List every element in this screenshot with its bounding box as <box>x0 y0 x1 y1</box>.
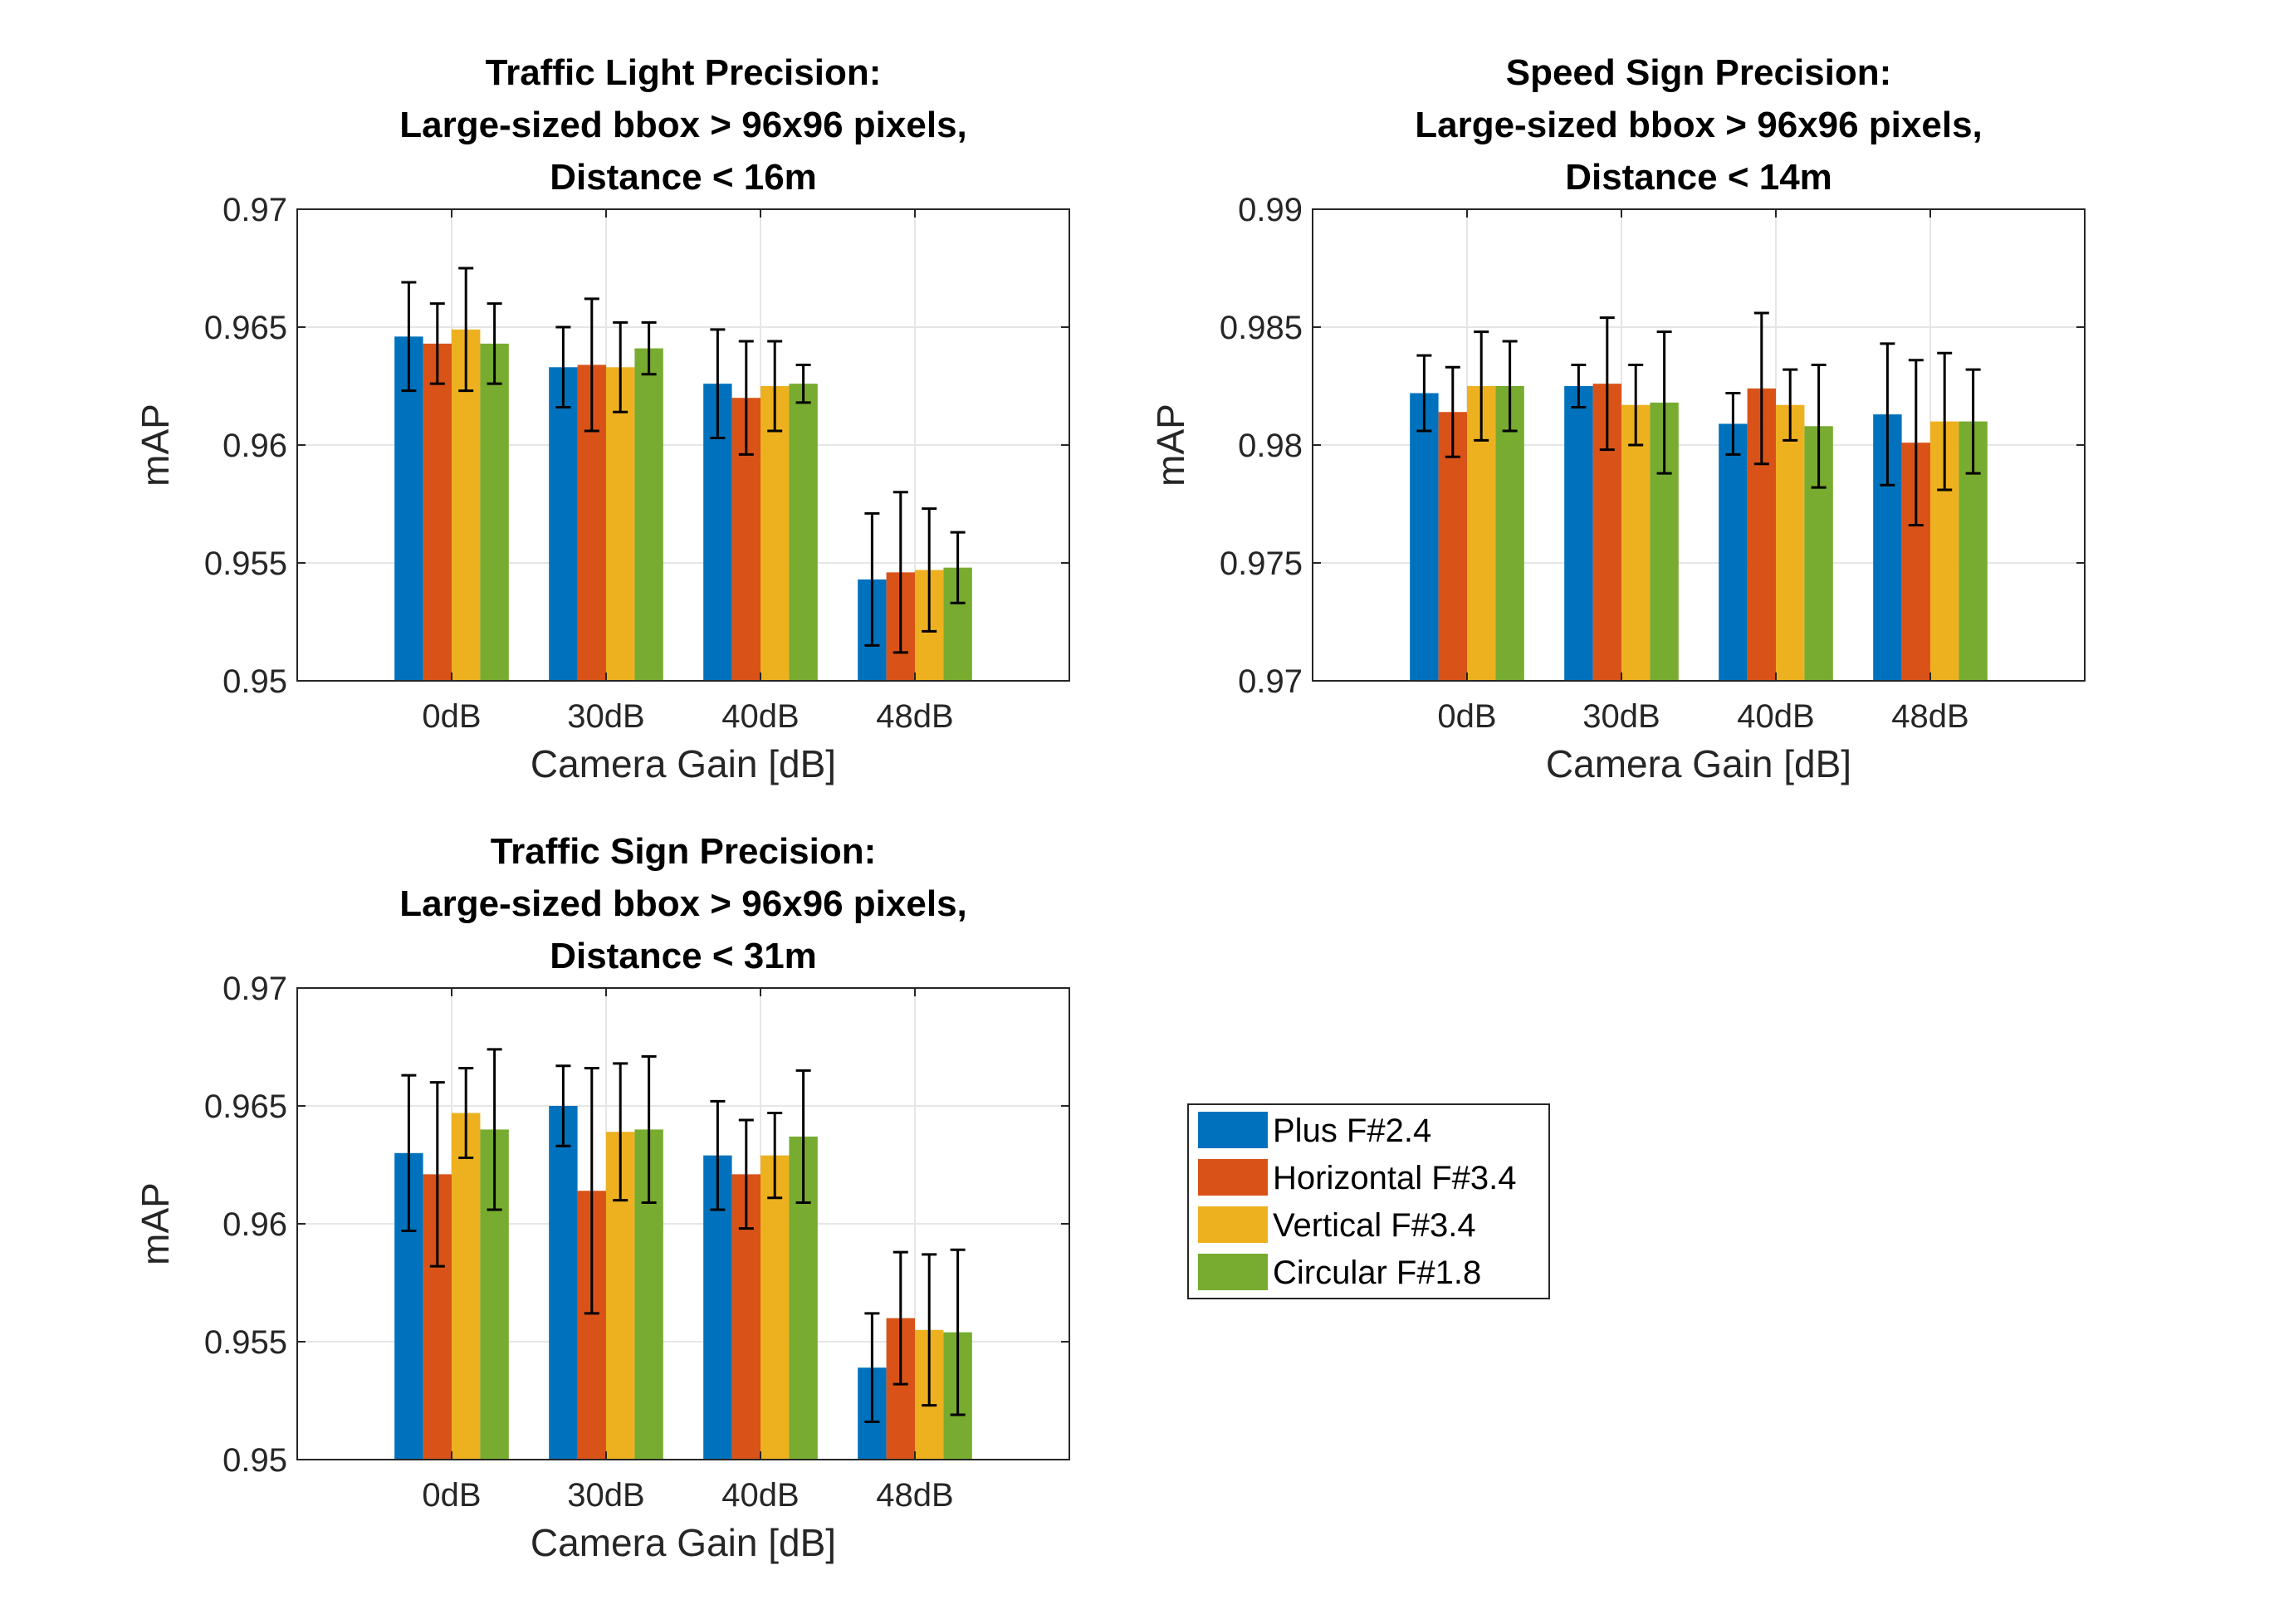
x-tick-label: 40dB <box>1737 698 1814 735</box>
x-axis-label: Camera Gain [dB] <box>531 1521 836 1564</box>
chart-title-line: Large-sized bbox > 96x96 pixels, <box>399 105 967 145</box>
legend-label-3: Circular F#1.8 <box>1273 1255 1481 1291</box>
legend-entry-0: Plus F#2.4 <box>1198 1112 1431 1149</box>
y-tick-label: 0.965 <box>204 1088 287 1125</box>
x-tick-label: 48dB <box>1891 698 1968 735</box>
bar <box>760 1155 790 1460</box>
error-bars <box>1416 311 1981 527</box>
bar <box>606 367 635 681</box>
y-tick-label: 0.955 <box>204 545 287 582</box>
bar <box>549 367 578 681</box>
x-tick-label: 30dB <box>1582 698 1660 735</box>
y-ticks: 0.95 0.955 0.96 0.965 0.97 <box>204 971 1069 1479</box>
y-tick-label: 0.96 <box>223 428 287 464</box>
chart-title: Speed Sign Precision: Large-sized bbox > … <box>1415 52 1983 198</box>
x-ticks: 0dB 30dB 40dB 48dB <box>422 209 954 735</box>
chart-title-line: Distance < 14m <box>1565 157 1832 198</box>
chart-2: 0.95 0.955 0.96 0.965 0.97 0dB 30dB 40dB 48dB Cam… <box>134 831 1070 1564</box>
bar <box>789 384 818 681</box>
x-tick-label: 48dB <box>876 1477 953 1514</box>
series-2 <box>1467 386 1959 681</box>
series-0 <box>394 336 887 681</box>
y-tick-label: 0.965 <box>204 310 287 346</box>
series-2 <box>452 329 944 681</box>
legend-entry-1: Horizontal F#3.4 <box>1198 1159 1516 1196</box>
chart-title-line: Distance < 31m <box>550 936 817 976</box>
legend-swatch-3 <box>1198 1254 1268 1290</box>
charts-group: 0.95 0.955 0.96 0.965 0.97 0dB 30dB 40dB 48dB Cam… <box>134 52 2086 1564</box>
chart-0: 0.95 0.955 0.96 0.965 0.97 0dB 30dB 40dB 48dB Cam… <box>134 52 1070 785</box>
chart-1: 0.97 0.975 0.98 0.985 0.99 0dB 30dB 40dB 48dB Cam… <box>1149 52 2086 785</box>
legend-swatch-1 <box>1198 1159 1268 1196</box>
y-tick-label: 0.975 <box>1220 545 1303 582</box>
chart-title-line: Traffic Sign Precision: <box>491 831 877 872</box>
chart-title-line: Speed Sign Precision: <box>1506 52 1892 93</box>
bar <box>1776 404 1805 681</box>
y-tick-label: 0.99 <box>1238 192 1303 228</box>
chart-title-line: Large-sized bbox > 96x96 pixels, <box>399 883 967 924</box>
legend: Plus F#2.4 Horizontal F#3.4 Vertical F#3… <box>1187 1103 1550 1299</box>
bar <box>1621 404 1651 681</box>
bar <box>1410 393 1439 681</box>
bar <box>549 1106 578 1460</box>
x-tick-label: 40dB <box>721 1477 799 1514</box>
legend-swatch-2 <box>1198 1206 1268 1243</box>
chart-title-line: Large-sized bbox > 96x96 pixels, <box>1415 105 1983 145</box>
y-ticks: 0.97 0.975 0.98 0.985 0.99 <box>1220 192 2085 700</box>
y-tick-label: 0.97 <box>223 192 287 228</box>
bar <box>634 348 663 681</box>
x-tick-label: 30dB <box>567 1477 644 1514</box>
bar <box>1564 386 1593 681</box>
x-tick-label: 40dB <box>721 698 799 735</box>
y-axis-label: mAP <box>134 404 177 487</box>
series-0 <box>1410 386 1902 681</box>
x-tick-label: 0dB <box>1437 698 1496 735</box>
legend-label-2: Vertical F#3.4 <box>1273 1207 1476 1244</box>
chart-title-line: Distance < 16m <box>550 157 817 198</box>
y-tick-label: 0.95 <box>223 1442 287 1479</box>
x-tick-label: 48dB <box>876 698 953 735</box>
bar <box>452 1113 481 1460</box>
bar <box>1495 386 1524 681</box>
y-axis-label: mAP <box>134 1182 177 1265</box>
legend-swatch-0 <box>1198 1112 1268 1148</box>
x-tick-label: 30dB <box>567 698 644 735</box>
chart-title: Traffic Sign Precision: Large-sized bbox … <box>399 831 967 976</box>
bar <box>760 386 790 681</box>
series-1 <box>423 343 915 681</box>
legend-label-1: Horizontal F#3.4 <box>1273 1160 1516 1196</box>
legend-entry-3: Circular F#1.8 <box>1198 1254 1481 1291</box>
chart-title: Traffic Light Precision: Large-sized bbox… <box>399 52 967 198</box>
x-axis-label: Camera Gain [dB] <box>1546 742 1851 785</box>
bar <box>480 343 509 681</box>
bar <box>423 343 452 681</box>
y-tick-label: 0.97 <box>223 971 287 1007</box>
y-axis-label: mAP <box>1149 404 1192 487</box>
error-bars <box>401 1048 966 1424</box>
legend-label-0: Plus F#2.4 <box>1273 1113 1431 1149</box>
bars <box>394 329 972 681</box>
y-tick-label: 0.955 <box>204 1324 287 1361</box>
y-ticks: 0.95 0.955 0.96 0.965 0.97 <box>204 192 1069 700</box>
bar <box>394 336 423 681</box>
error-bars <box>401 267 966 654</box>
x-tick-label: 0dB <box>422 698 481 735</box>
x-ticks: 0dB 30dB 40dB 48dB <box>1437 209 1969 735</box>
y-tick-label: 0.98 <box>1238 428 1303 464</box>
y-tick-label: 0.96 <box>223 1206 287 1243</box>
y-tick-label: 0.985 <box>1220 310 1303 346</box>
series-3 <box>480 343 972 681</box>
x-axis-label: Camera Gain [dB] <box>531 742 836 785</box>
bar <box>1719 423 1748 681</box>
y-tick-label: 0.97 <box>1238 663 1303 700</box>
legend-entry-2: Vertical F#3.4 <box>1198 1206 1476 1244</box>
x-tick-label: 0dB <box>422 1477 481 1514</box>
chart-title-line: Traffic Light Precision: <box>486 52 882 93</box>
x-ticks: 0dB 30dB 40dB 48dB <box>422 988 954 1514</box>
y-tick-label: 0.95 <box>223 663 287 700</box>
